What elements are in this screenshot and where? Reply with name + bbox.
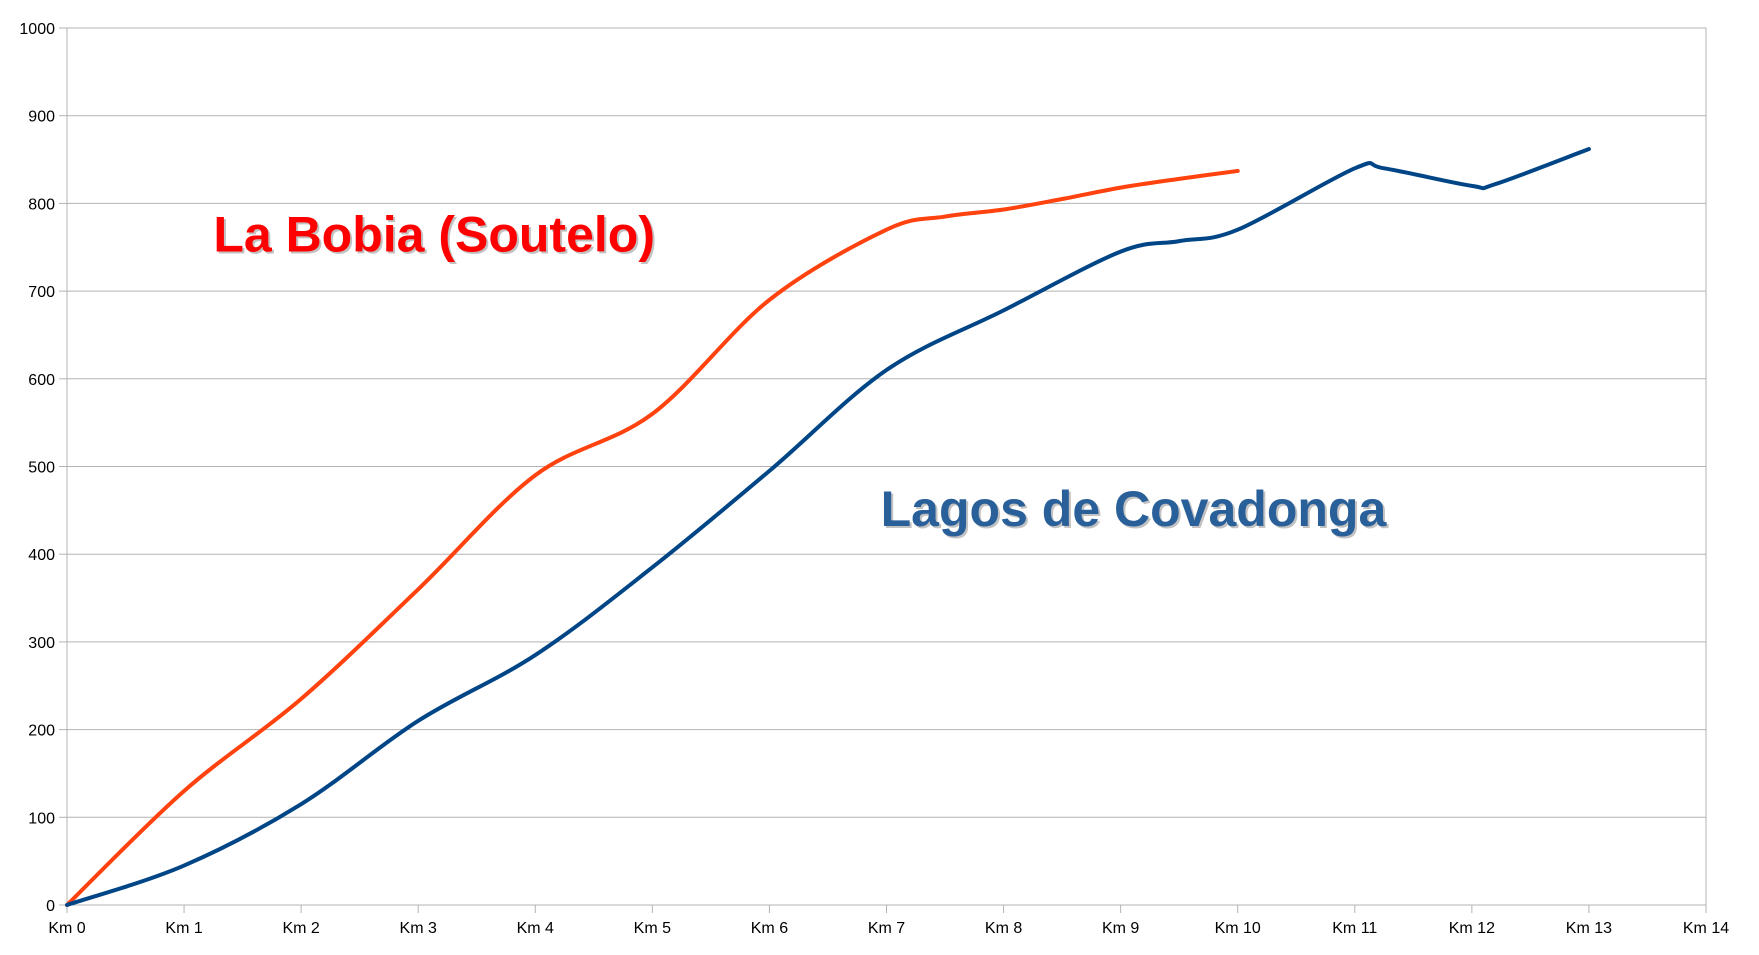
y-tick-label: 300 bbox=[28, 635, 55, 652]
annotation-shadow: Lagos de Covadonga bbox=[883, 483, 1390, 539]
x-tick-label: Km 10 bbox=[1215, 920, 1261, 937]
axes bbox=[59, 27, 1707, 913]
y-tick-label: 500 bbox=[28, 460, 55, 477]
x-tick-label: Km 2 bbox=[282, 920, 319, 937]
series-annotation-2: Lagos de Covadonga bbox=[881, 481, 1388, 537]
y-tick-label: 600 bbox=[28, 372, 55, 389]
x-tick-label: Km 3 bbox=[400, 920, 437, 937]
x-tick-label: Km 5 bbox=[634, 920, 671, 937]
y-tick-label: 1000 bbox=[19, 21, 55, 38]
series-lines bbox=[65, 147, 1591, 907]
x-tick-label: Km 1 bbox=[165, 920, 202, 937]
x-tick-label: Km 4 bbox=[517, 920, 554, 937]
x-tick-label: Km 0 bbox=[48, 920, 85, 937]
x-tick-label: Km 11 bbox=[1332, 920, 1377, 937]
x-tick-label: Km 6 bbox=[751, 920, 788, 937]
y-tick-label: 200 bbox=[28, 723, 55, 740]
y-tick-label: 800 bbox=[28, 196, 55, 213]
tick-labels: 0 100 200 300 400 500 600 700 800 900 1000 Km 0 Km 1… bbox=[19, 21, 1729, 937]
plot-area-border bbox=[66, 27, 1707, 906]
x-tick-label: Km 8 bbox=[985, 920, 1022, 937]
series-annotation-1: La Bobia (Soutelo) bbox=[213, 207, 655, 263]
series-line-1 bbox=[65, 168, 1240, 907]
y-tick-label: 700 bbox=[28, 284, 55, 301]
x-tick-label: Km 12 bbox=[1449, 920, 1495, 937]
x-tick-label: Km 7 bbox=[868, 920, 905, 937]
grid-lines bbox=[67, 27, 1706, 906]
x-tick-label: Km 13 bbox=[1566, 920, 1612, 937]
y-tick-label: 100 bbox=[28, 810, 55, 827]
annotation-shadow: La Bobia (Soutelo) bbox=[215, 209, 657, 265]
x-tick-label: Km 14 bbox=[1683, 920, 1729, 937]
x-tick-label: Km 9 bbox=[1102, 920, 1139, 937]
series-line-2 bbox=[65, 147, 1591, 907]
series-annotations: La Bobia (Soutelo)La Bobia (Soutelo)Lago… bbox=[213, 207, 1389, 540]
y-tick-label: 0 bbox=[46, 898, 55, 915]
y-tick-label: 400 bbox=[28, 547, 55, 564]
y-tick-label: 900 bbox=[28, 109, 55, 126]
